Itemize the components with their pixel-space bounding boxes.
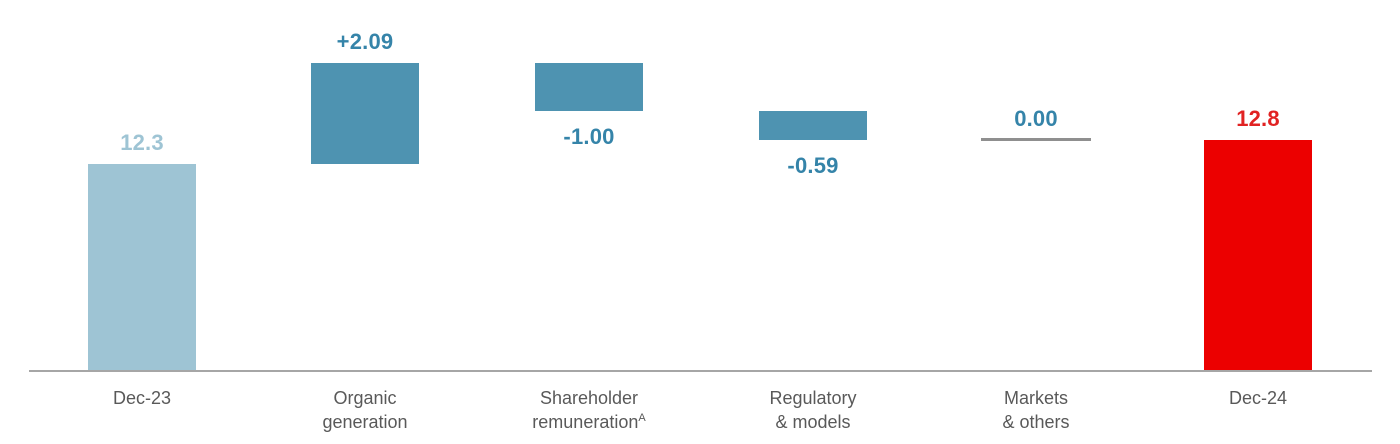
bar-dec-23 xyxy=(88,163,196,370)
category-label-shareholder-remuneration: Shareholder remunerationA xyxy=(532,388,646,432)
zero-marker-markets-others xyxy=(981,137,1091,141)
value-label-organic-generation: +2.09 xyxy=(336,29,394,55)
category-label-dec-23: Dec-23 xyxy=(112,388,172,408)
category-label-organic-generation: Organic generation xyxy=(322,388,408,432)
bar-shareholder-remuneration xyxy=(535,63,643,112)
value-label-dec-24: 12.8 xyxy=(1236,105,1280,131)
x-axis-line xyxy=(29,370,1372,372)
value-label-markets-others: 0.00 xyxy=(1014,105,1058,131)
footnote-marker-shareholder-remuneration: A xyxy=(638,412,646,424)
value-label-dec-23: 12.3 xyxy=(120,129,164,155)
bar-regulatory-models xyxy=(759,111,867,140)
value-label-regulatory-models: -0.59 xyxy=(787,152,839,178)
category-label-markets-others: Markets & others xyxy=(1002,388,1070,432)
bar-dec-24 xyxy=(1204,139,1312,370)
category-label-regulatory-models: Regulatory & models xyxy=(769,388,857,432)
category-label-dec-24: Dec-24 xyxy=(1228,388,1288,408)
bar-organic-generation xyxy=(311,63,419,164)
value-label-shareholder-remuneration: -1.00 xyxy=(563,124,615,150)
